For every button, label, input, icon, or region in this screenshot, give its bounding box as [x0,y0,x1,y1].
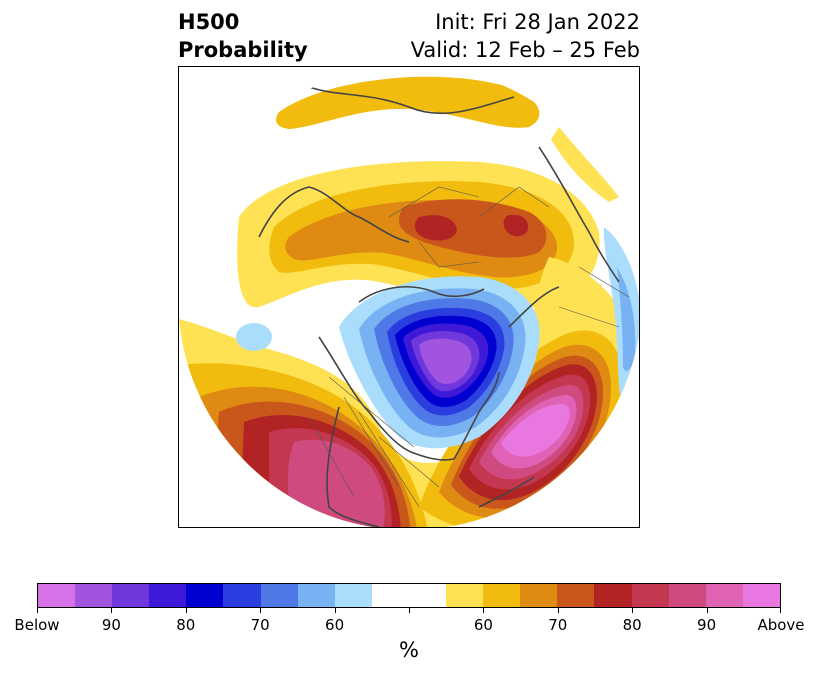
colorbar [37,583,781,608]
colorbar-swatch [260,584,298,607]
colorbar-unit-label: % [399,638,419,662]
map-canvas [179,67,639,527]
colorbar-swatch [446,584,484,607]
far-north-above-normal [276,76,540,129]
colorbar-tick [186,608,187,613]
siberia-above-normal [237,161,600,308]
colorbar-tick-label: 80 [176,616,196,634]
colorbar-tick-label: 90 [101,616,121,634]
colorbar-swatch [334,584,372,607]
colorbar-tick-label: Above [757,616,805,634]
colorbar-swatch [149,584,187,607]
colorbar-swatch [38,584,76,607]
colorbar-swatch [75,584,113,607]
colorbar-tick-label: Below [14,616,60,634]
valid-period: Valid: 12 Feb – 25 Feb [410,38,640,62]
colorbar-swatch [742,584,780,607]
title-variable: Probability [178,38,308,62]
east-below-normal-core [617,267,636,372]
colorbar-tick-label: 60 [473,616,493,634]
north-arc-above [551,127,619,202]
colorbar-swatch [557,584,595,607]
colorbar-tick [111,608,112,613]
colorbar-swatch [705,584,743,607]
colorbar-swatch [223,584,261,607]
colorbar-tick-label: 60 [325,616,345,634]
colorbar-tick [558,608,559,613]
colorbar-tick-label: 70 [548,616,568,634]
colorbar-tick [260,608,261,613]
colorbar-swatch [631,584,669,607]
colorbar-swatch [483,584,521,607]
colorbar-swatch [112,584,150,607]
probability-map [178,66,640,528]
colorbar-tick-label: 90 [697,616,717,634]
colorbar-tick [780,608,781,613]
title-right: Init: Fri 28 Jan 2022 Valid: 12 Feb – 25… [411,8,640,64]
political-borders [308,186,630,508]
colorbar-tick [409,608,410,613]
pacific-below-normal-spot [236,323,272,351]
colorbar-tick [37,608,38,613]
colorbar-swatch [408,584,447,607]
colorbar-swatch [668,584,706,607]
colorbar-tick [483,608,484,613]
colorbar-tick [632,608,633,613]
colorbar-swatch [297,584,335,607]
eastern-canada-below-normal [339,276,540,449]
colorbar-tick-label: 70 [250,616,270,634]
colorbar-swatch [594,584,632,607]
colorbar-swatch [186,584,224,607]
coastlines [258,86,620,527]
colorbar-tick [335,608,336,613]
colorbar-tick-label: 80 [622,616,642,634]
title-left: H500 Probability [178,8,308,64]
colorbar-tick [707,608,708,613]
init-date: Init: Fri 28 Jan 2022 [435,10,640,34]
title-product: H500 [178,10,240,34]
colorbar-swatch [371,584,409,607]
colorbar-swatch [520,584,558,607]
